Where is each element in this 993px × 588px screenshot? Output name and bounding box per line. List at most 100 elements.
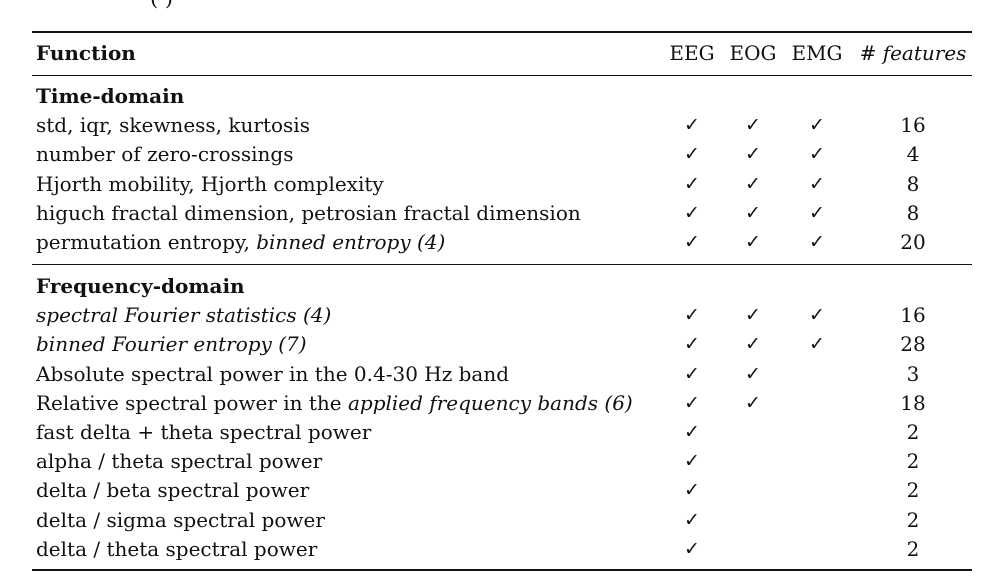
function-name: Absolute spectral power in the 0.4-30 Hz… [36, 360, 509, 389]
header-features: # features [858, 39, 968, 68]
eog-check-icon: ✓ [745, 363, 761, 385]
function-name-part: spectral Fourier statistics (4) [36, 303, 332, 327]
table-row: permutation entropy, binned entropy (4) ✓… [0, 228, 993, 257]
function-name: delta / sigma spectral power [36, 506, 325, 535]
header-features-word: features [882, 41, 967, 65]
header-rule [32, 75, 972, 76]
function-name-part: Hjorth mobility, Hjorth complexity [36, 172, 384, 196]
function-name-part: Absolute spectral power in the 0.4-30 Hz… [36, 362, 510, 386]
function-name-part: std, iqr, skewness, kurtosis [36, 113, 310, 137]
eog-check-icon: ✓ [745, 304, 761, 326]
function-name-part: delta / beta spectral power [36, 478, 310, 502]
feature-count: 2 [906, 478, 920, 502]
function-name-part: binned Fourier entropy (7) [36, 332, 307, 356]
eeg-check-icon: ✓ [684, 363, 700, 385]
feature-count: 16 [900, 303, 926, 327]
eeg-check-icon: ✓ [684, 421, 700, 443]
header-features-hash: # [859, 41, 877, 65]
function-name: fast delta + theta spectral power [36, 418, 371, 447]
feature-count: 4 [906, 142, 920, 166]
feature-count: 8 [906, 172, 920, 196]
eeg-check-icon: ✓ [684, 143, 700, 165]
header-emg: EMG [791, 41, 843, 65]
table-row: delta / theta spectral power ✓ 2 [0, 535, 993, 564]
function-name-part: applied frequency bands (6) [347, 391, 633, 415]
table-row: fast delta + theta spectral power ✓ 2 [0, 418, 993, 447]
eeg-check-icon: ✓ [684, 509, 700, 531]
function-name-part: number of zero-crossings [36, 142, 294, 166]
function-name-part: higuch fractal dimension, petrosian frac… [36, 201, 581, 225]
feature-count: 28 [900, 332, 926, 356]
eeg-check-icon: ✓ [684, 333, 700, 355]
eeg-check-icon: ✓ [684, 479, 700, 501]
emg-check-icon: ✓ [809, 333, 825, 355]
eeg-check-icon: ✓ [684, 450, 700, 472]
table-bottom-rule [32, 569, 972, 571]
function-name-part: alpha / theta spectral power [36, 449, 323, 473]
feature-count: 20 [900, 230, 926, 254]
table-row: higuch fractal dimension, petrosian frac… [0, 199, 993, 228]
function-name: higuch fractal dimension, petrosian frac… [36, 199, 581, 228]
header-eog: EOG [729, 41, 777, 65]
eog-check-icon: ✓ [745, 173, 761, 195]
table-row: Hjorth mobility, Hjorth complexity ✓ ✓ ✓ 8 [0, 170, 993, 199]
table-row: delta / sigma spectral power ✓ 2 [0, 506, 993, 535]
table-row: spectral Fourier statistics (4) ✓ ✓ ✓ 16 [0, 301, 993, 330]
clipped-caption-text: ( ) [150, 0, 173, 10]
header-eeg: EEG [669, 41, 715, 65]
function-name-part: delta / sigma spectral power [36, 508, 325, 532]
function-name-part: permutation entropy, [36, 230, 257, 254]
table-row: std, iqr, skewness, kurtosis ✓ ✓ ✓ 16 [0, 111, 993, 140]
function-name: permutation entropy, binned entropy (4) [36, 228, 445, 257]
table-row: Relative spectral power in the applied f… [0, 389, 993, 418]
table-row: number of zero-crossings ✓ ✓ ✓ 4 [0, 140, 993, 169]
function-name: Hjorth mobility, Hjorth complexity [36, 170, 384, 199]
table-row: delta / beta spectral power ✓ 2 [0, 476, 993, 505]
function-name: spectral Fourier statistics (4) [36, 301, 331, 330]
eeg-check-icon: ✓ [684, 538, 700, 560]
eeg-check-icon: ✓ [684, 173, 700, 195]
feature-count: 18 [900, 391, 926, 415]
emg-check-icon: ✓ [809, 173, 825, 195]
function-name: delta / beta spectral power [36, 476, 309, 505]
section-title-label: Time-domain [36, 84, 185, 108]
table-row: alpha / theta spectral power ✓ 2 [0, 447, 993, 476]
eog-check-icon: ✓ [745, 333, 761, 355]
emg-check-icon: ✓ [809, 114, 825, 136]
eog-check-icon: ✓ [745, 143, 761, 165]
eog-check-icon: ✓ [745, 114, 761, 136]
feature-count: 2 [906, 537, 920, 561]
function-name: delta / theta spectral power [36, 535, 317, 564]
function-name: number of zero-crossings [36, 140, 294, 169]
eeg-check-icon: ✓ [684, 304, 700, 326]
emg-check-icon: ✓ [809, 231, 825, 253]
feature-count: 2 [906, 420, 920, 444]
eog-check-icon: ✓ [745, 392, 761, 414]
section-divider [32, 264, 972, 265]
function-name: binned Fourier entropy (7) [36, 330, 307, 359]
eog-check-icon: ✓ [745, 202, 761, 224]
eog-check-icon: ✓ [745, 231, 761, 253]
eeg-check-icon: ✓ [684, 202, 700, 224]
feature-count: 8 [906, 201, 920, 225]
table-row: binned Fourier entropy (7) ✓ ✓ ✓ 28 [0, 330, 993, 359]
function-name: std, iqr, skewness, kurtosis [36, 111, 310, 140]
section-title: Time-domain [0, 82, 993, 111]
eeg-check-icon: ✓ [684, 392, 700, 414]
table-row: Absolute spectral power in the 0.4-30 Hz… [0, 360, 993, 389]
function-name: Relative spectral power in the applied f… [36, 389, 633, 418]
function-name-part: fast delta + theta spectral power [36, 420, 372, 444]
eeg-check-icon: ✓ [684, 231, 700, 253]
section-title: Frequency-domain [0, 272, 993, 301]
emg-check-icon: ✓ [809, 304, 825, 326]
eeg-check-icon: ✓ [684, 114, 700, 136]
table-header-row: Function EEG EOG EMG # features [0, 39, 993, 68]
table-top-rule [32, 31, 972, 33]
section-title-label: Frequency-domain [36, 274, 245, 298]
emg-check-icon: ✓ [809, 143, 825, 165]
function-name-part: Relative spectral power in the [36, 391, 348, 415]
function-name-part: delta / theta spectral power [36, 537, 318, 561]
emg-check-icon: ✓ [809, 202, 825, 224]
function-name-part: binned entropy (4) [256, 230, 446, 254]
feature-count: 2 [906, 449, 920, 473]
